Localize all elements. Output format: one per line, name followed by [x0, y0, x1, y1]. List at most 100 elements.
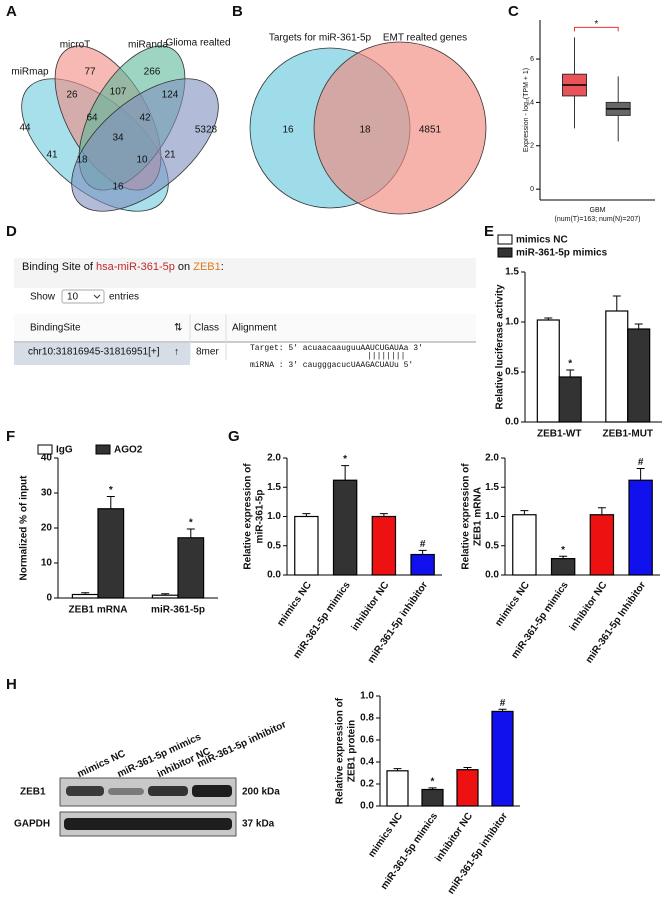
band: [148, 786, 188, 796]
bar: [491, 710, 514, 807]
sig-label: #: [638, 457, 644, 468]
legend-swatch: [95, 444, 111, 455]
venn-a: [21, 45, 219, 212]
col-header: BindingSite: [30, 323, 81, 334]
y-axis-label: Relative luciferase activity: [495, 284, 506, 410]
y-axis-label: miR-361-5p: [255, 490, 266, 544]
title-part: hsa-miR-361-5p: [96, 261, 175, 273]
error-bar: [81, 592, 90, 595]
bar: [386, 770, 409, 807]
y-axis-label: Relative expression of: [243, 463, 254, 570]
y-tick-label: 0: [46, 593, 52, 604]
y-tick-label: 0.5: [267, 540, 281, 551]
y-axis-label: Expression - log₂(TPM + 1): [523, 68, 530, 152]
sig-label: *: [431, 776, 435, 787]
band: [64, 818, 232, 830]
cell: chr10:31816945-31816951[+]: [28, 347, 160, 358]
venn-a-labels: miRmap microT miRanda Glioma realted 77 …: [11, 38, 230, 193]
y-tick-label: 40: [41, 453, 53, 464]
bar: [558, 376, 582, 423]
y-tick-label: 1.0: [360, 691, 374, 702]
error-bar: [393, 768, 402, 771]
set-label: microT: [60, 40, 91, 51]
cell: 8mer: [196, 347, 219, 358]
legend-swatch: [497, 247, 513, 258]
count: 16: [282, 125, 294, 136]
col-header: Class: [194, 323, 219, 334]
bar: [456, 769, 479, 807]
entries-select[interactable]: [61, 289, 105, 304]
bar: [550, 558, 576, 576]
y-tick-label: 1.0: [505, 317, 519, 328]
y-tick-label: 2: [530, 143, 534, 150]
count: 18: [359, 125, 371, 136]
legend-label: AGO2: [114, 445, 143, 456]
x-tick-label: mimics NC: [275, 580, 314, 629]
error-bar: [566, 369, 575, 377]
error-bar: [544, 317, 553, 320]
y-tick-label: 1.0: [267, 511, 281, 522]
sig-label: *: [109, 485, 113, 496]
x-tick-label: mimics NC: [366, 811, 405, 860]
y-tick-label: 0.0: [360, 801, 374, 812]
error-bar: [106, 496, 115, 509]
count: 5328: [195, 125, 218, 136]
venn-set: [313, 41, 487, 215]
lane-label: miR-361-5p inhibitor: [196, 719, 288, 770]
error-bar: [302, 513, 311, 517]
count: 4851: [419, 125, 442, 136]
count: 266: [144, 67, 161, 78]
protein-label: ZEB1: [20, 787, 46, 798]
y-axis-label: Relative expression of: [461, 463, 472, 570]
y-tick-label: 1.5: [267, 482, 281, 493]
table-d: Binding Site of hsa-miR-361-5p on ZEB1: …: [14, 258, 476, 370]
count: 42: [139, 113, 151, 124]
bar: [177, 537, 205, 599]
legend-swatch: [497, 234, 513, 245]
legend-swatch: [37, 444, 53, 455]
count: 41: [46, 150, 58, 161]
count: 44: [19, 123, 31, 134]
y-tick-label: 1.5: [505, 267, 519, 278]
subtitle: (num(T)=163; num(N)=207): [555, 216, 641, 223]
band: [66, 786, 104, 796]
error-bar: [559, 555, 568, 559]
y-tick-label: 0: [530, 186, 534, 193]
x-tick-label: miR-361-5p: [151, 605, 205, 616]
y-tick-label: 1.0: [485, 511, 499, 522]
bar: [97, 508, 125, 599]
y-tick-label: 2.0: [267, 453, 281, 464]
bar: [371, 515, 397, 576]
count: 107: [110, 87, 127, 98]
error-bar: [161, 593, 170, 596]
sig-label: #: [500, 698, 506, 709]
error-bar: [463, 767, 472, 770]
title-part: :: [221, 261, 224, 273]
set-label: miRanda: [128, 40, 168, 51]
count: 26: [66, 90, 78, 101]
set-label: miRmap: [11, 67, 49, 78]
panel-label: C: [508, 3, 519, 20]
y-tick-label: 0.0: [267, 570, 281, 581]
count: 34: [112, 133, 124, 144]
y-tick-label: 0.2: [360, 779, 374, 790]
error-bar: [186, 528, 195, 538]
y-tick-label: 1.5: [485, 482, 499, 493]
count: 10: [136, 155, 148, 166]
row-highlight: [14, 343, 190, 365]
legend-label: mimics NC: [516, 235, 568, 246]
error-bar: [428, 787, 437, 790]
error-bar: [636, 468, 645, 481]
bar: [627, 328, 651, 423]
venn-b-labels: Targets for miR-361-5p EMT realted genes…: [269, 33, 467, 136]
alignment-pairs: ||||||||: [367, 352, 405, 361]
x-tick-label: inhibitor NC: [350, 580, 392, 633]
y-axis-label: Normalized % of input: [19, 475, 30, 581]
bar: [421, 788, 444, 807]
error-bar: [597, 507, 606, 515]
error-bar: [634, 323, 643, 329]
protein-label: GAPDH: [14, 819, 50, 830]
sig-label: #: [420, 539, 426, 550]
bar: [410, 553, 435, 576]
bar: [151, 594, 179, 599]
